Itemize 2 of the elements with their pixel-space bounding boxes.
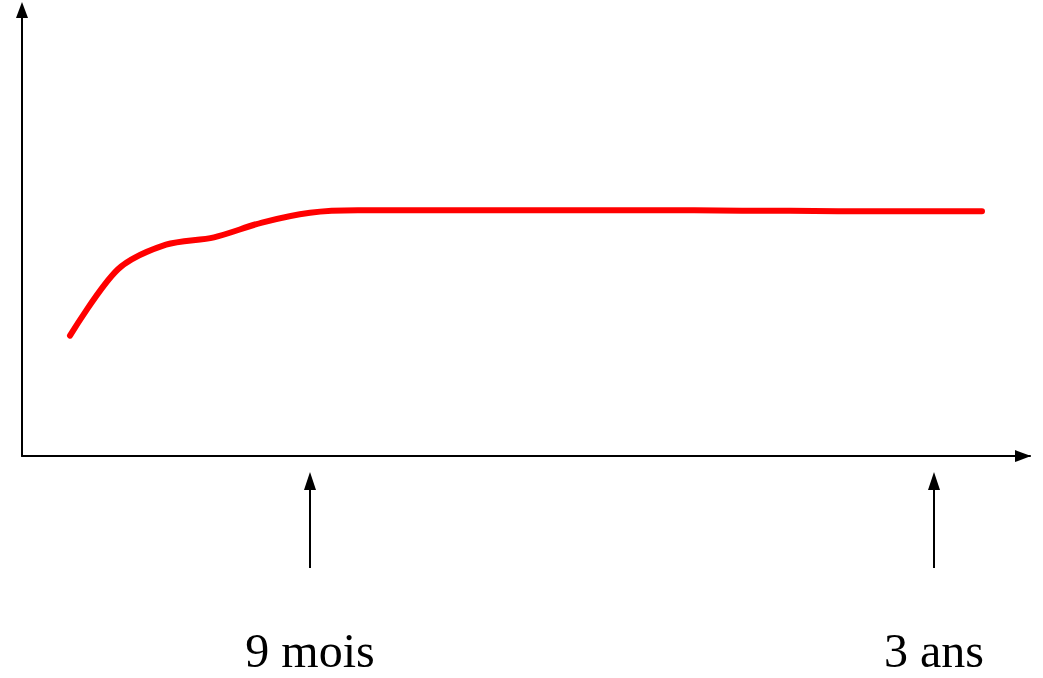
x-tick-label: 3 ans: [884, 623, 984, 677]
x-tick-label: 9 mois: [245, 623, 375, 677]
